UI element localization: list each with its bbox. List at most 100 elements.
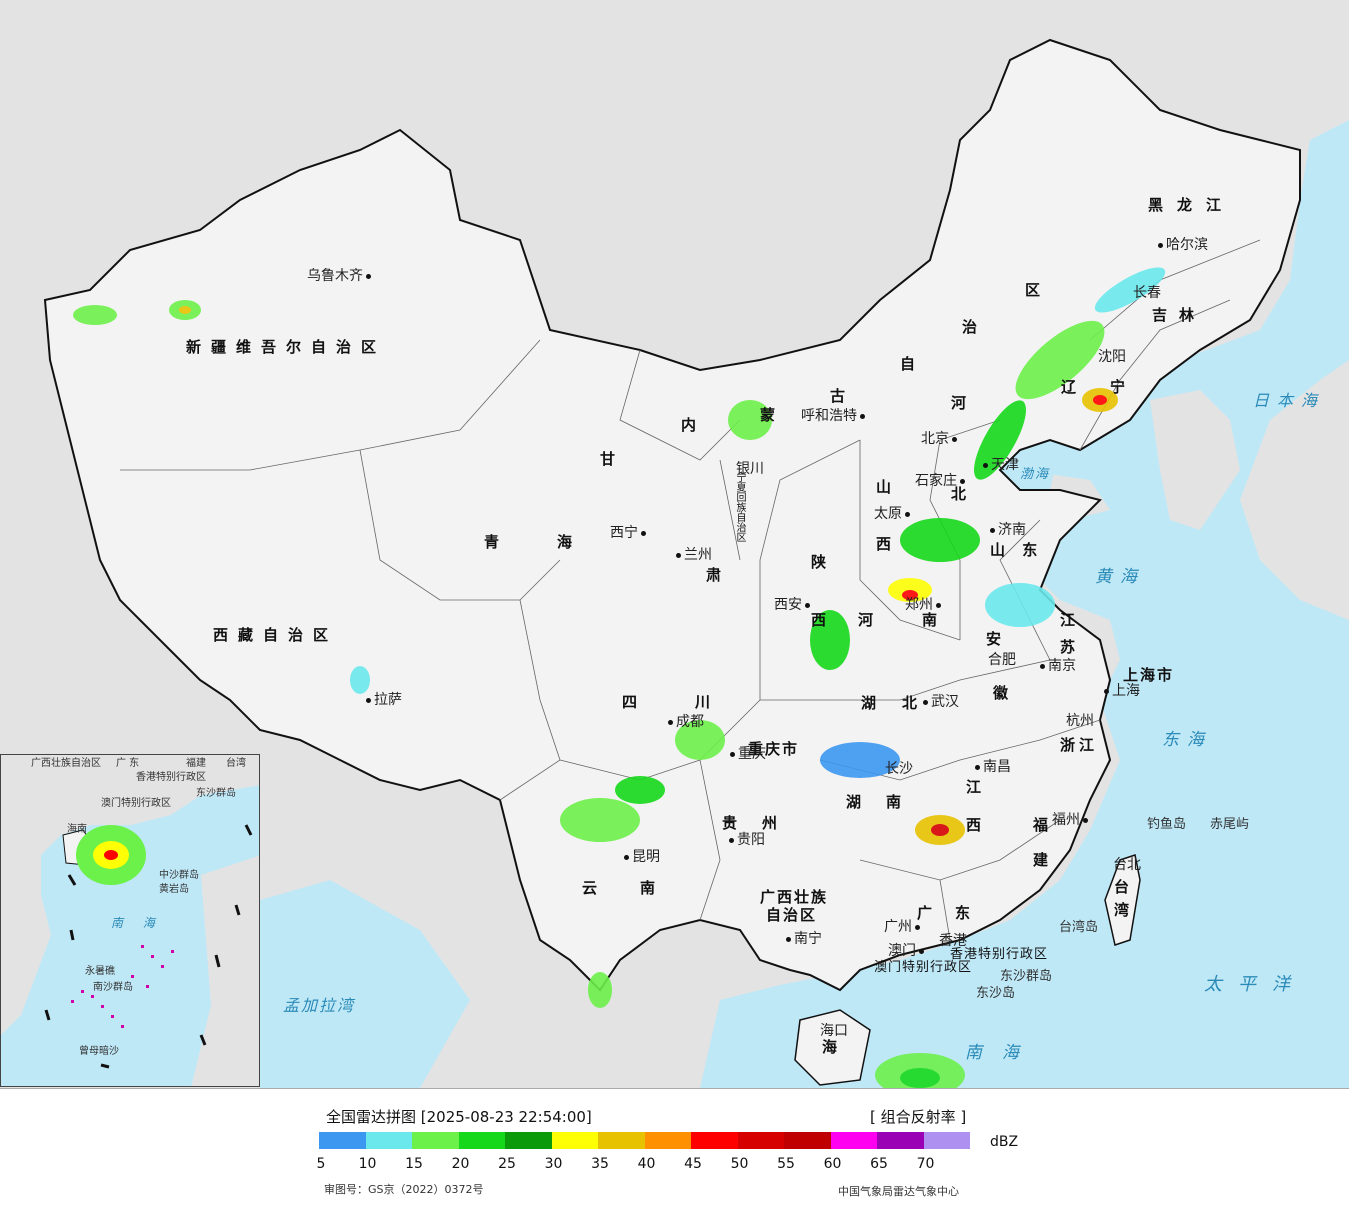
city-jinan: 济南: [990, 523, 1026, 537]
legend-color-cell: [784, 1132, 831, 1149]
region-label: 西藏自治区: [213, 626, 339, 644]
city-harbin: 哈尔滨: [1158, 238, 1208, 252]
city-wuhan: 武汉: [923, 695, 959, 709]
region-label: 安: [986, 630, 1012, 648]
region-label: 江: [1060, 611, 1086, 629]
region-label: 西: [811, 611, 837, 629]
region-label: 湖: [846, 793, 872, 811]
region-label: 南: [886, 793, 912, 811]
legend-color-cell: [923, 1132, 970, 1149]
region-label: 北: [951, 485, 977, 503]
region-label: 上海市: [1123, 666, 1175, 684]
region-label: 甘: [600, 450, 626, 468]
legend-tick-label: 70: [916, 1156, 935, 1172]
region-label: 南: [922, 611, 948, 629]
region-label: 西: [876, 535, 902, 553]
korea-land: [1150, 390, 1240, 530]
city-changsha: 长沙: [885, 761, 913, 777]
city-xian: 西安: [774, 598, 810, 612]
legend-unit: dBZ: [990, 1134, 1019, 1150]
legend-tick-label: 15: [405, 1156, 423, 1172]
city-taipei: 台北: [1113, 857, 1141, 873]
city-hohhot: 呼和浩特: [801, 409, 865, 423]
inset-label: 黄岩岛: [159, 884, 189, 895]
legend-color-cell: [644, 1132, 691, 1149]
city-chengdu: 成都: [668, 715, 704, 729]
region-label: 治: [962, 318, 988, 336]
region-label: 区: [1025, 281, 1051, 299]
data-source: 中国气象局雷达气象中心: [838, 1185, 959, 1198]
legend-color-cell: [598, 1132, 645, 1149]
sea-label: 黄海: [1095, 567, 1145, 587]
bengal-sea: [260, 880, 470, 1088]
city-nanchang: 南昌: [975, 760, 1011, 774]
city-xining: 西宁: [610, 526, 646, 540]
sea-label: 日本海: [1253, 391, 1326, 410]
region-label: 贵: [722, 814, 748, 832]
legend-tick-label: 35: [591, 1156, 609, 1172]
region-label: 自治区: [766, 906, 818, 924]
legend-color-cell: [830, 1132, 877, 1149]
inset-label: 广西壮族自治区: [31, 758, 101, 769]
legend-tick-label: 40: [637, 1156, 656, 1172]
region-label: 新疆维吾尔自治区: [186, 338, 387, 356]
region-label: 广西壮族: [760, 888, 829, 906]
legend-color-bar: [319, 1132, 970, 1149]
region-label: 黑龙江: [1148, 196, 1236, 214]
city-guangzhou: 广州: [884, 920, 920, 934]
inset-label: 广 东: [116, 758, 140, 769]
legend-title: 全国雷达拼图 [2025-08-23 22:54:00]: [326, 1108, 592, 1126]
inset-label: 香港特别行政区: [136, 772, 206, 783]
region-label: 河: [951, 394, 977, 412]
city-shenyang: 沈阳: [1098, 349, 1126, 365]
sea-label: 太平洋: [1204, 974, 1306, 995]
inset-label: 福建: [186, 758, 206, 769]
legend-tick-label: 55: [777, 1156, 795, 1172]
region-label: 山: [876, 478, 902, 496]
city-nanjing: 南京: [1040, 659, 1076, 673]
region-label: 州: [762, 814, 788, 832]
inset-label: 中沙群岛: [159, 870, 199, 881]
region-label: 宁: [1110, 378, 1136, 396]
inset-label: 南 海: [111, 916, 163, 930]
region-label: 徽: [993, 684, 1019, 702]
region-label: 川: [695, 693, 721, 711]
legend-tick-label: 5: [316, 1156, 326, 1172]
city-macau: 澳门: [888, 944, 924, 958]
region-label: 江: [966, 778, 992, 796]
legend-tick-label: 20: [451, 1156, 470, 1172]
region-label: 宁夏回族自治区: [734, 472, 745, 542]
region-label: 蒙: [760, 406, 786, 424]
region-label: 重庆市: [748, 740, 800, 758]
city-shanghai: 上海: [1104, 684, 1140, 698]
inset-label: 东沙群岛: [196, 788, 236, 799]
legend-color-cell: [319, 1132, 366, 1149]
island-label: 东沙群岛: [1000, 969, 1053, 984]
china-land: [43, 38, 1301, 992]
city-lanzhou: 兰州: [676, 548, 712, 562]
region-label: 台: [1114, 878, 1140, 896]
sea-label: 渤海: [1020, 467, 1051, 482]
city-chongqing: 重庆: [730, 747, 766, 761]
inset-label: 海南: [67, 824, 87, 835]
inset-label: 南沙群岛: [93, 982, 133, 993]
city-changchun: 长春: [1133, 285, 1161, 301]
region-label: 陕: [811, 553, 837, 571]
region-label: 四: [622, 693, 648, 711]
inset-label: 澳门特别行政区: [101, 798, 171, 809]
island-label: 台湾岛: [1059, 920, 1099, 935]
legend-color-cell: [737, 1132, 784, 1149]
legend-color-cell: [691, 1132, 738, 1149]
legend-tick-label: 30: [544, 1156, 563, 1172]
sea-label: 南海: [965, 1043, 1039, 1063]
region-label: 建: [1033, 851, 1059, 869]
city-fuzhou: 福州: [1052, 813, 1088, 827]
region-label: 福: [1033, 816, 1059, 834]
region-label: 东: [955, 904, 981, 922]
region-label: 肃: [706, 566, 732, 584]
region-label: 浙江: [1060, 736, 1099, 754]
legend-tick-label: 65: [870, 1156, 888, 1172]
legend-product: [ 组合反射率 ]: [870, 1108, 967, 1126]
legend-tick-label: 60: [823, 1156, 842, 1172]
city-taiyuan: 太原: [874, 507, 910, 521]
